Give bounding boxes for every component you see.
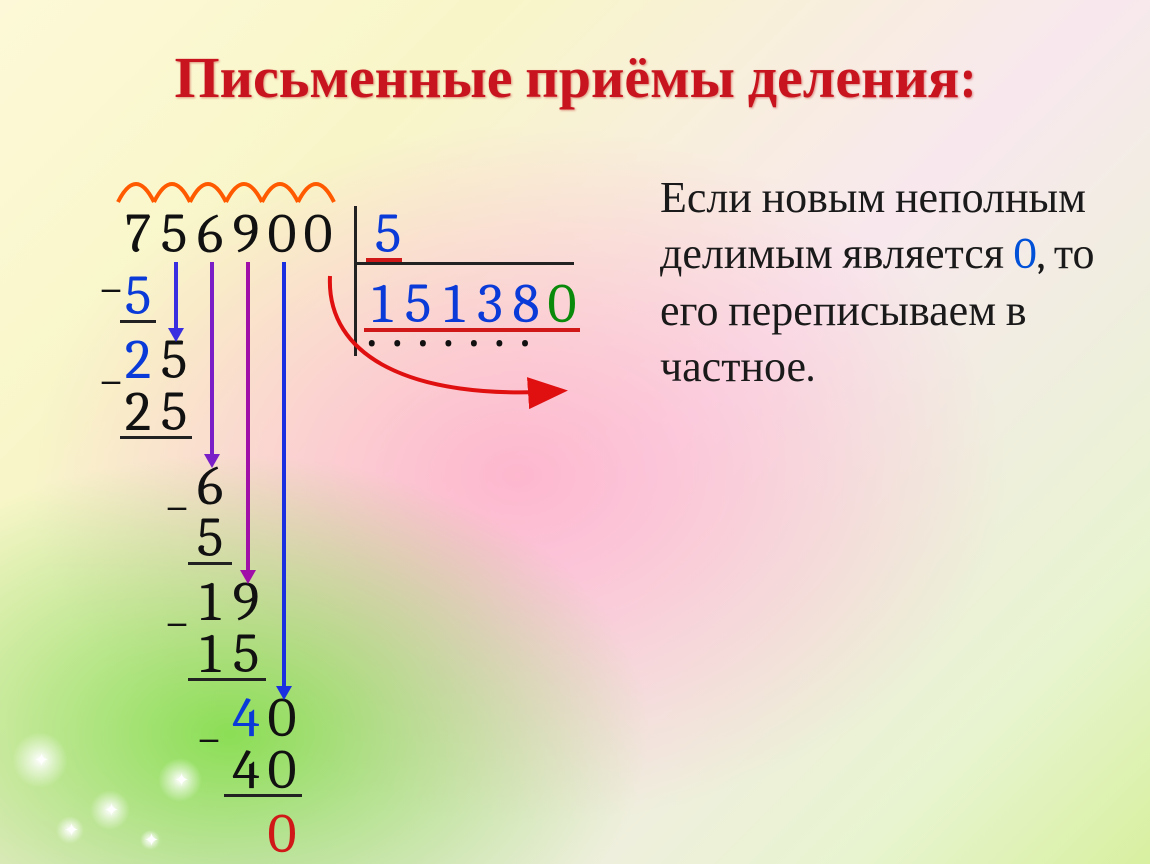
digit: 1 (192, 626, 228, 682)
sparkle-star-icon: ✦ (34, 750, 49, 771)
sparkle-star-icon: ✦ (104, 800, 119, 821)
zero-copy-arrow (70, 206, 630, 466)
digit: 5 (228, 626, 264, 682)
dividend-arcs (118, 166, 348, 206)
minus-sign: – (198, 716, 220, 760)
slide-title: Письменные приёмы деления: (0, 44, 1150, 112)
subtraction-bar (224, 794, 302, 797)
subtraction-bar (188, 562, 232, 565)
bring-down-arrow-head (240, 570, 256, 584)
digit: 0 (264, 742, 300, 798)
sparkle-star-icon: ✦ (64, 820, 79, 841)
subtraction-bar (188, 678, 266, 681)
slide: Письменные приёмы деления: Если новым не… (0, 0, 1150, 864)
explain-zero: 0 (1014, 228, 1037, 279)
digit: 4 (228, 742, 264, 798)
bring-down-arrow-head (276, 686, 292, 700)
sparkle-star-icon: ✦ (144, 830, 159, 851)
explanation-text: Если новым неполным делимым является 0, … (660, 170, 1100, 395)
minus-sign: – (166, 484, 188, 528)
digit: 5 (192, 510, 228, 566)
digit: 0 (264, 806, 300, 862)
minus-sign: – (166, 600, 188, 644)
sparkle-star-icon: ✦ (174, 770, 189, 791)
long-division: 7569005151380.......–525–256–519–1540–40… (70, 158, 630, 838)
